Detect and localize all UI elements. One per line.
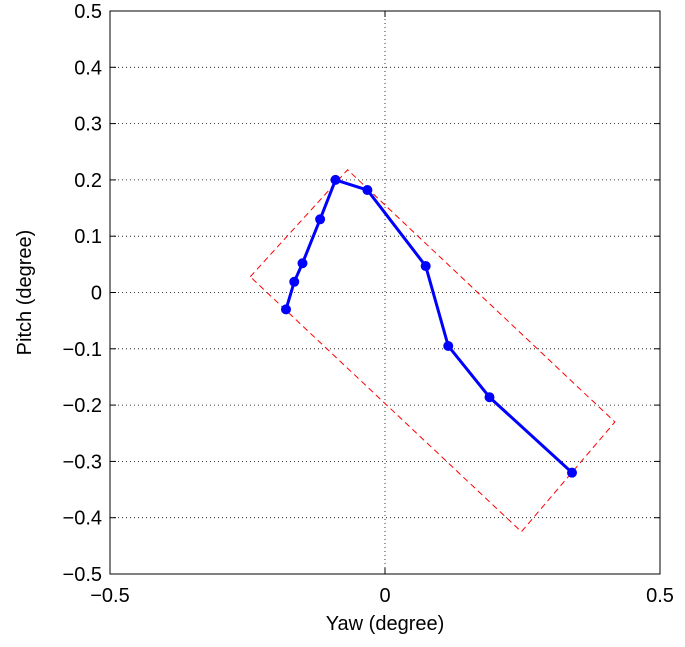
- y-tick-label: 0.3: [74, 114, 102, 136]
- x-axis-label: Yaw (degree): [326, 613, 445, 635]
- trajectory-point: [315, 214, 326, 225]
- y-tick-label: −0.4: [63, 508, 102, 530]
- y-tick-label: 0: [91, 283, 102, 305]
- y-tick-label: −0.2: [63, 395, 102, 417]
- y-tick-label: 0.4: [74, 57, 102, 79]
- trajectory-point: [289, 276, 300, 287]
- x-tick-label: 0.5: [646, 585, 674, 607]
- y-tick-label: −0.3: [63, 451, 102, 473]
- trajectory-point: [567, 467, 577, 478]
- bounding-box-series: [249, 169, 616, 533]
- y-tick-label: 0.1: [74, 226, 102, 248]
- y-tick-label: 0.2: [74, 170, 102, 192]
- y-axis-label: Pitch (degree): [14, 230, 36, 356]
- axis-ticks: [109, 10, 661, 575]
- plot-series: [249, 169, 616, 533]
- y-tick-label: −0.1: [63, 339, 102, 361]
- x-tick-label: 0: [379, 585, 390, 607]
- trajectory-point: [297, 258, 308, 269]
- trajectory-point: [330, 174, 341, 185]
- y-tick-label: 0.5: [74, 1, 102, 23]
- y-tick-label: −0.5: [63, 564, 102, 586]
- trajectory-point: [281, 304, 291, 315]
- x-tick-label: −0.5: [90, 585, 129, 607]
- trajectory-point: [420, 261, 431, 272]
- tick-labels: −0.5 −0.4 −0.3 −0.2 −0.1 0 0.1 0.2 0.3 0.4 0.5 −0.5…: [63, 1, 674, 607]
- trajectory-point: [484, 392, 495, 403]
- trajectory-point: [362, 185, 373, 196]
- trajectory-point: [443, 340, 454, 351]
- trajectory-series-line: [284, 178, 574, 474]
